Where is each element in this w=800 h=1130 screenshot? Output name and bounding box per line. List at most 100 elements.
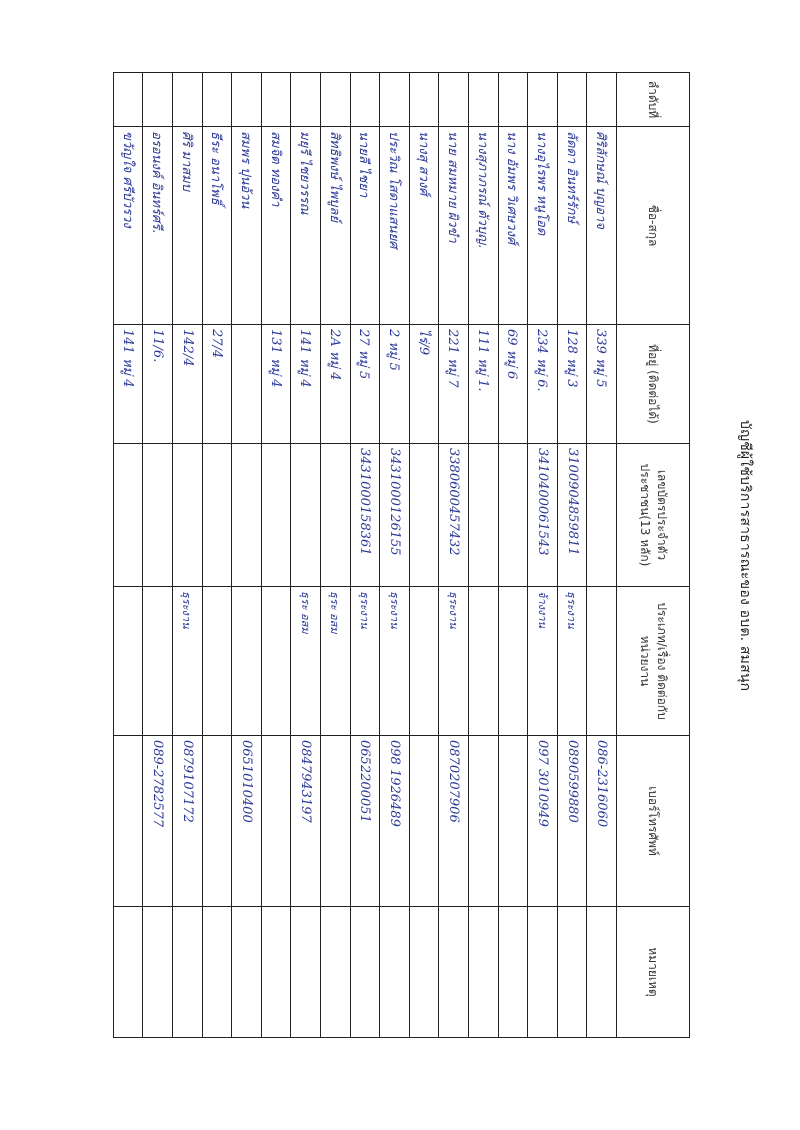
cell-no xyxy=(290,72,321,127)
cell-phone: 0847943197 xyxy=(290,735,321,907)
cell-no xyxy=(379,72,410,127)
cell-id xyxy=(231,443,262,587)
cell-no xyxy=(261,72,291,127)
table-row: นางอุไรพร หนูโอด 234 หมู่ 6. 3410400061543… xyxy=(527,72,558,1038)
header-number: ลำดับที่ xyxy=(616,72,690,127)
cell-id xyxy=(586,443,617,587)
cell-purpose xyxy=(143,586,173,736)
cell-no xyxy=(586,72,617,127)
cell-address: 2A หมู่ 4 xyxy=(320,324,351,444)
cell-phone: 089-2782577 xyxy=(143,735,173,907)
cell-note xyxy=(586,906,617,1038)
cell-purpose xyxy=(261,586,291,736)
cell-purpose: ธุระงาน xyxy=(557,586,587,736)
table-row: สิทธิพงษ์ ไพบูลย์ 2A หมู่ 4 ธุระ อสม xyxy=(320,72,351,1038)
cell-no xyxy=(350,72,380,127)
header-address: ที่อยู่ (ติดต่อได้) xyxy=(616,324,690,444)
cell-purpose xyxy=(498,586,528,736)
cell-purpose: ธุระงาน xyxy=(438,586,469,736)
header-name: ชื่อ-สกุล xyxy=(616,126,690,325)
cell-no xyxy=(231,72,262,127)
cell-name: ลัดดา อินทร์รักษ์ xyxy=(557,126,587,325)
cell-name: สิทธิพงษ์ ไพบูลย์ xyxy=(320,126,351,325)
cell-address: 128 หมู่ 3 xyxy=(557,324,587,444)
cell-address: 141 หมู่ 4 xyxy=(290,324,321,444)
cell-note xyxy=(143,906,173,1038)
cell-name: ประวิณ โสดาแสนยศ xyxy=(379,126,410,325)
cell-name: ธีระ อนาโพธิ์ xyxy=(202,126,232,325)
cell-phone xyxy=(320,735,351,907)
cell-phone: 0870207906 xyxy=(438,735,469,907)
cell-phone: 086-2316060 xyxy=(586,735,617,907)
cell-address: 339 หมู่ 5 xyxy=(586,324,617,444)
cell-phone xyxy=(261,735,291,907)
cell-name: นางสุ สวงศ์ xyxy=(409,126,439,325)
cell-phone xyxy=(202,735,232,907)
table-row: นาย สมหมาย ผิวขำ 221 หมู่ 7 3380600457432 ธ… xyxy=(438,72,469,1038)
cell-note xyxy=(202,906,232,1038)
cell-address: ไร่/9 xyxy=(409,324,439,444)
cell-id xyxy=(113,443,143,587)
cell-name: นาง อัมพร วิเศษวงศ์ xyxy=(498,126,528,325)
cell-no xyxy=(202,72,232,127)
cell-id xyxy=(202,443,232,587)
cell-purpose: ธุระ อสม xyxy=(290,586,321,736)
cell-phone: 098 1926489 xyxy=(379,735,410,907)
cell-purpose xyxy=(113,586,143,736)
form-title: บัญชีผู้ใช้บริการสาธารณะของ อบต. สมสนุก xyxy=(737,420,753,692)
cell-no xyxy=(557,72,587,127)
cell-phone xyxy=(468,735,499,907)
cell-id xyxy=(261,443,291,587)
cell-phone: 097 3010949 xyxy=(527,735,558,907)
cell-purpose xyxy=(468,586,499,736)
cell-no xyxy=(409,72,439,127)
cell-note xyxy=(468,906,499,1038)
header-phone: เบอร์โทรศัพท์ xyxy=(616,735,690,907)
table-row: นางสุภาภรณ์ ตัวบุญ. 111 หมู่ 1. xyxy=(468,72,499,1038)
service-users-table: ลำดับที่ ชื่อ-สกุล ที่อยู่ (ติดต่อได้) เ… xyxy=(113,72,690,1038)
cell-purpose xyxy=(409,586,439,736)
table-row: ศิริ มาสมบ 142/4 ธุระงาน 0879107172 xyxy=(172,72,203,1038)
cell-name: นายลี ไชยา xyxy=(350,126,380,325)
cell-purpose xyxy=(586,586,617,736)
cell-address: 27 หมู่ 5 xyxy=(350,324,380,444)
cell-phone: 0652200051 xyxy=(350,735,380,907)
cell-purpose: ธุระ อสม xyxy=(320,586,351,736)
cell-no xyxy=(172,72,203,127)
cell-id: 3380600457432 xyxy=(438,443,469,587)
table-row: ธีระ อนาโพธิ์ 27/4 xyxy=(202,72,232,1038)
cell-id xyxy=(468,443,499,587)
cell-name: ขวัญใจ ศรีบัวรวง xyxy=(113,126,143,325)
cell-phone: 0651010400 xyxy=(231,735,262,907)
cell-id xyxy=(498,443,528,587)
cell-name: ศิริ มาสมบ xyxy=(172,126,203,325)
cell-no xyxy=(438,72,469,127)
cell-id xyxy=(320,443,351,587)
cell-address: 221 หมู่ 7 xyxy=(438,324,469,444)
cell-address: 111 หมู่ 1. xyxy=(468,324,499,444)
cell-purpose: ธุระงาน xyxy=(350,586,380,736)
cell-no xyxy=(320,72,351,127)
cell-address: 11/6. xyxy=(143,324,173,444)
cell-purpose xyxy=(231,586,262,736)
table-row: ลัดดา อินทร์รักษ์ 128 หมู่ 3 3100904859811… xyxy=(557,72,587,1038)
cell-name: ศิริลักษณ์ บุญอาจ xyxy=(586,126,617,325)
table-row: นาง อัมพร วิเศษวงศ์ 69 หมู่ 6 xyxy=(498,72,528,1038)
cell-note xyxy=(498,906,528,1038)
cell-note xyxy=(290,906,321,1038)
cell-note xyxy=(350,906,380,1038)
cell-name: นางอุไรพร หนูโอด xyxy=(527,126,558,325)
cell-phone xyxy=(498,735,528,907)
table-row: มยุรี ไชยวรรณ 141 หมู่ 4 ธุระ อสม 084794319… xyxy=(290,72,321,1038)
table-row: นายลี ไชยา 27 หมู่ 5 3431000158361 ธุระงาน 0… xyxy=(350,72,380,1038)
table-row: นางสุ สวงศ์ ไร่/9 xyxy=(409,72,439,1038)
cell-no xyxy=(468,72,499,127)
cell-phone xyxy=(113,735,143,907)
cell-note xyxy=(557,906,587,1038)
cell-address xyxy=(231,324,262,444)
cell-id: 3410400061543 xyxy=(527,443,558,587)
cell-purpose: จ้างงาน xyxy=(527,586,558,736)
cell-phone xyxy=(409,735,439,907)
cell-no xyxy=(498,72,528,127)
